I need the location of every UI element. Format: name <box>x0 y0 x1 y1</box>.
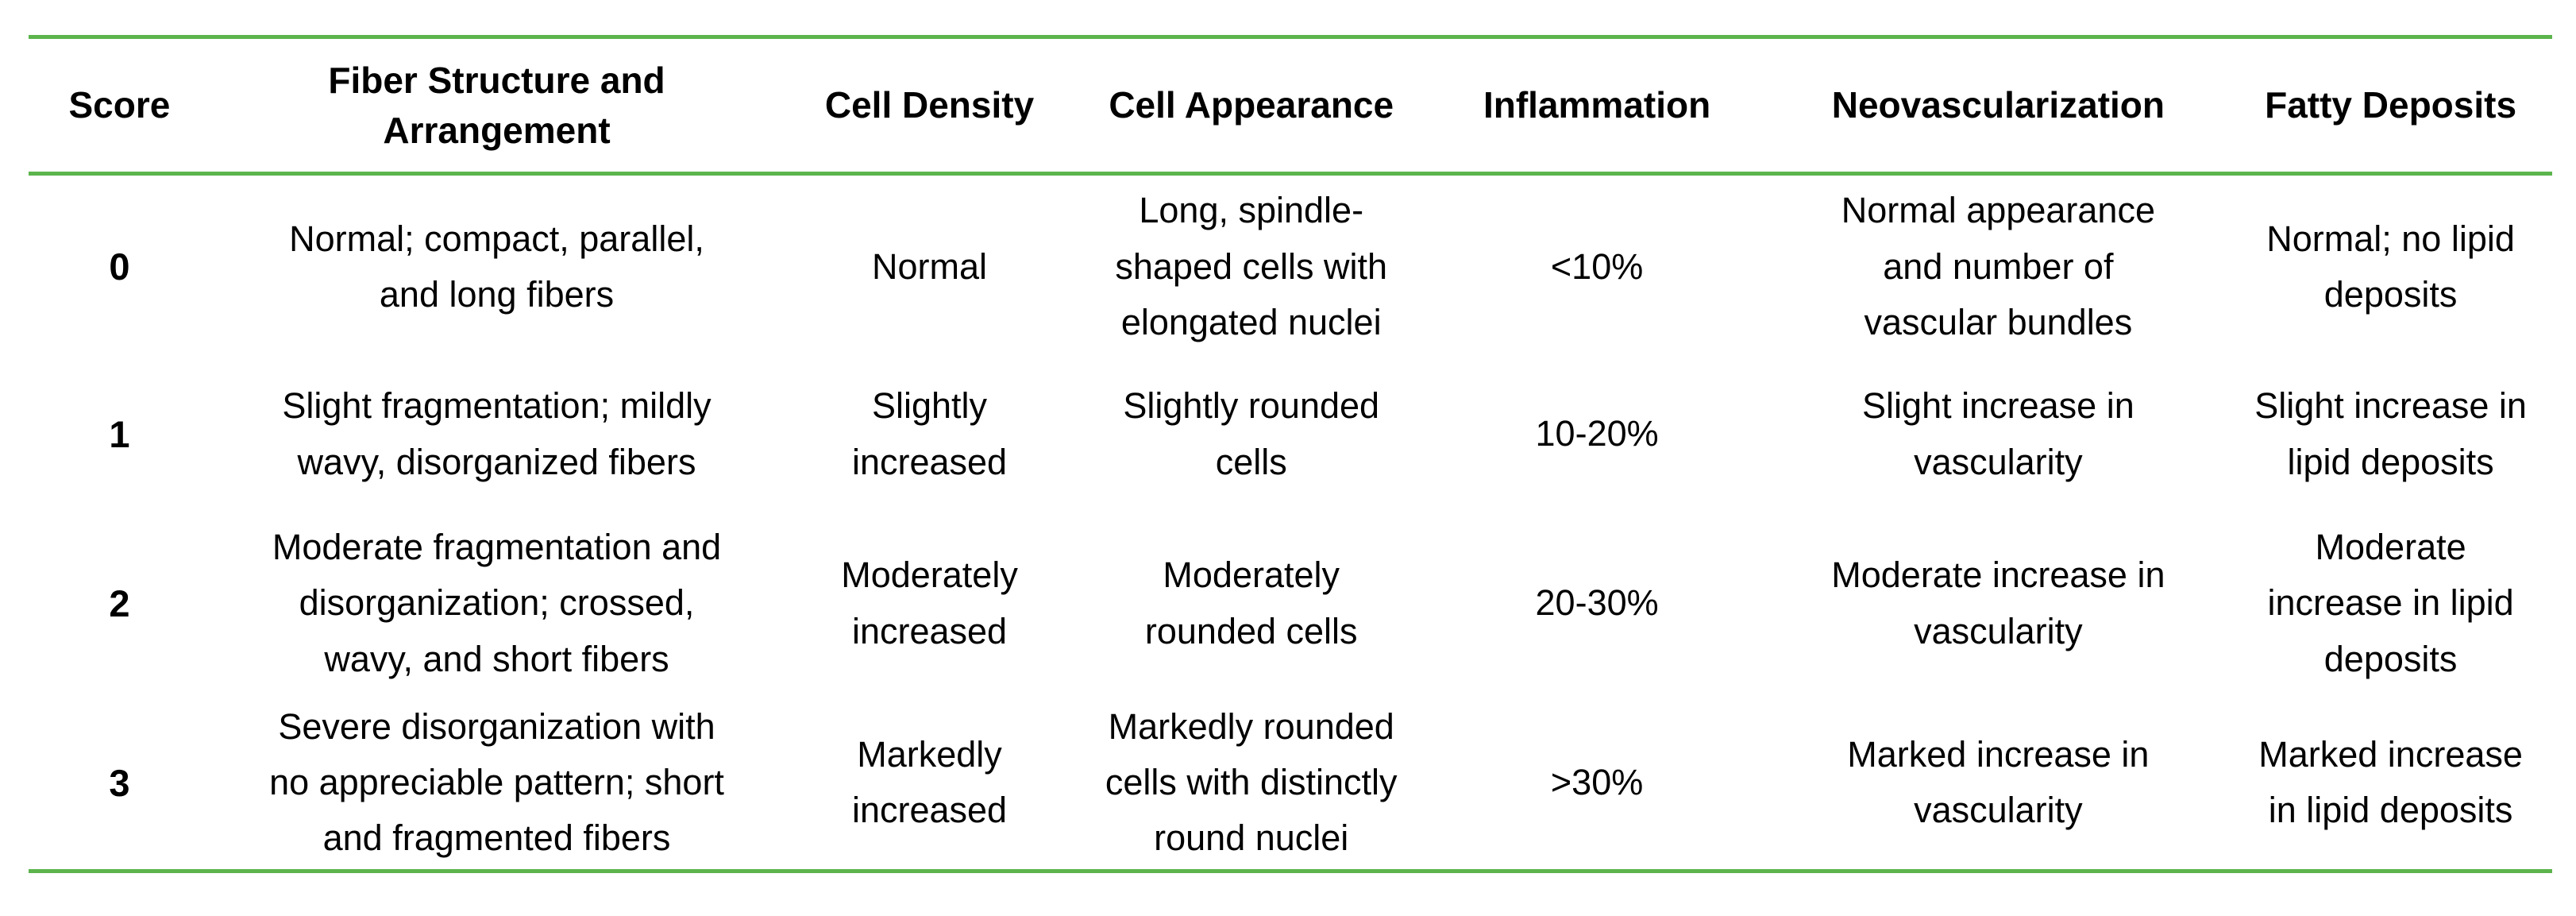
column-header-cell-appearance: Cell Appearance <box>1109 84 1394 126</box>
cell-cell-appearance: Long, spindle- shaped cells with elongat… <box>1115 190 1388 342</box>
cell-cell-density: Normal <box>872 245 988 287</box>
column-header-inflammation: Inflammation <box>1483 84 1711 126</box>
cell-neovascularization: Moderate increase in vascularity <box>1831 555 2165 651</box>
cell-cell-appearance: Markedly rounded cells with distinctly r… <box>1105 705 1398 859</box>
cell-cell-density: Slightly increased <box>851 385 1008 482</box>
cell-fiber-structure: Severe disorganization with no appreciab… <box>269 705 724 859</box>
cell-fatty-deposits: Marked increase in lipid deposits <box>2258 734 2523 831</box>
cell-score: 0 <box>109 245 130 288</box>
cell-fatty-deposits: Normal; no lipid deposits <box>2266 218 2515 315</box>
cell-fatty-deposits: Slight increase in lipid deposits <box>2254 385 2527 482</box>
cell-inflammation: <10% <box>1550 245 1644 287</box>
cell-inflammation: 20-30% <box>1535 582 1659 624</box>
cell-cell-density: Moderately increased <box>841 555 1018 651</box>
cell-fiber-structure: Slight fragmentation; mildly wavy, disor… <box>282 385 711 482</box>
cell-cell-appearance: Moderately rounded cells <box>1144 555 1358 651</box>
cell-fatty-deposits: Moderate increase in lipid deposits <box>2267 527 2514 679</box>
table-row-score-0: 0 Normal; compact, parallel, and long fi… <box>29 174 2552 358</box>
cell-score: 3 <box>109 761 130 804</box>
cell-cell-appearance: Slightly rounded cells <box>1123 385 1380 482</box>
cell-inflammation: 10-20% <box>1535 413 1659 454</box>
cell-neovascularization: Normal appearance and number of vascular… <box>1841 190 2155 342</box>
column-header-cell-density: Cell Density <box>824 84 1035 126</box>
cell-cell-density: Markedly increased <box>851 734 1008 831</box>
table-row-score-3: 3 Severe disorganization with no appreci… <box>29 697 2552 872</box>
cell-neovascularization: Marked increase in vascularity <box>1847 734 2150 831</box>
cell-score: 1 <box>109 412 130 455</box>
column-header-fatty-deposits: Fatty Deposits <box>2265 84 2517 126</box>
cell-score: 2 <box>109 582 130 624</box>
cell-neovascularization: Slight increase in vascularity <box>1862 385 2134 482</box>
cell-inflammation: >30% <box>1550 762 1644 803</box>
header-row: Score Fiber Structure and Arrangement Ce… <box>29 37 2552 174</box>
column-header-score: Score <box>68 84 171 126</box>
column-header-neovascularization: Neovascularization <box>1831 84 2165 126</box>
column-header-fiber-structure: Fiber Structure and Arrangement <box>328 60 665 151</box>
scoring-table-container: Score Fiber Structure and Arrangement Ce… <box>29 35 2552 873</box>
table-row-score-1: 1 Slight fragmentation; mildly wavy, dis… <box>29 358 2552 511</box>
table-row-score-2: 2 Moderate fragmentation and disorganiza… <box>29 511 2552 697</box>
cell-fiber-structure: Normal; compact, parallel, and long fibe… <box>289 218 704 315</box>
cell-fiber-structure: Moderate fragmentation and disorganizati… <box>272 527 722 679</box>
histology-scoring-table: Score Fiber Structure and Arrangement Ce… <box>29 35 2552 873</box>
